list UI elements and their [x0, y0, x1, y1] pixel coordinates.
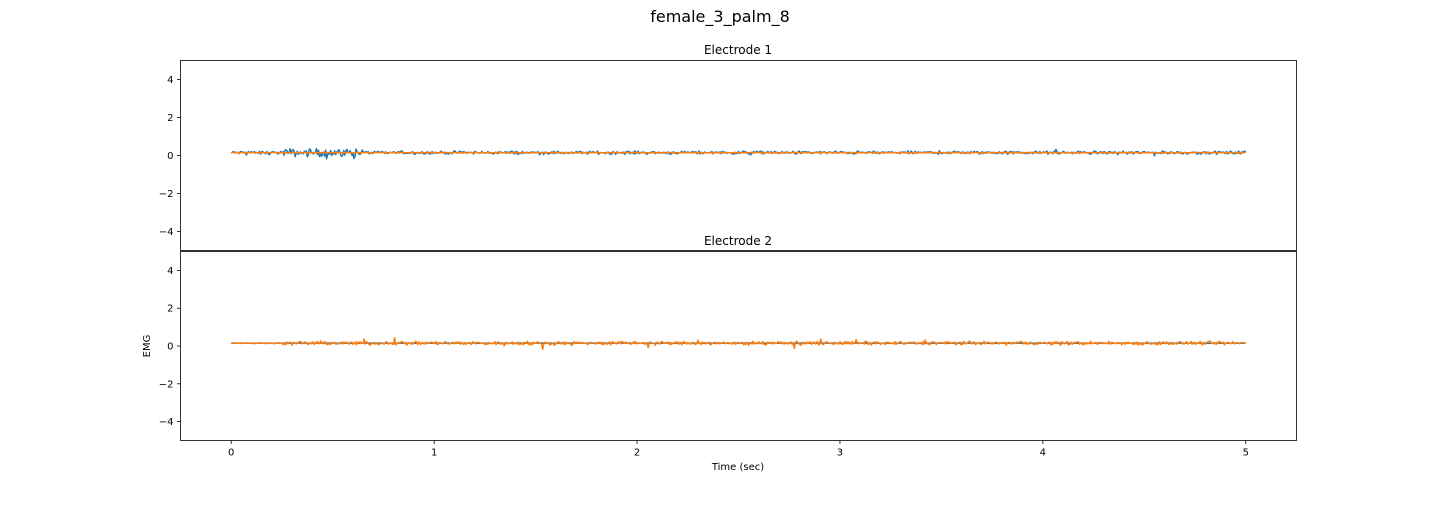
- y-tick-label: 2: [167, 113, 173, 124]
- x-axis-label: Time (sec): [711, 462, 764, 473]
- y-tick-label: 4: [167, 75, 173, 86]
- electrode-2-frame: [180, 251, 1297, 441]
- figure-suptitle: female_3_palm_8: [650, 7, 790, 27]
- x-tick-label: 2: [634, 448, 640, 459]
- y-tick-label: 0: [167, 342, 173, 353]
- x-tick-label: 5: [1243, 448, 1249, 459]
- y-axis-label: EMG: [142, 335, 153, 358]
- y-tick-label: −2: [159, 379, 174, 390]
- electrode-1-series-2-line: [231, 151, 1247, 154]
- x-tick-label: 4: [1040, 448, 1046, 459]
- electrode-2-panel: Electrode 2 4 2 0 −2 −4 0 1 2 3 4 5 Time (sec) EMG: [142, 234, 1297, 473]
- electrode-1-title: Electrode 1: [704, 43, 772, 57]
- y-tick-label: −4: [159, 417, 174, 428]
- x-tick-label: 3: [837, 448, 843, 459]
- y-tick-label: 4: [167, 266, 173, 277]
- x-tick-label: 1: [431, 448, 437, 459]
- y-tick-label: 0: [167, 151, 173, 162]
- electrode-1-panel: Electrode 1 4 2 0 −2 −4: [159, 43, 1297, 251]
- y-tick-label: −4: [159, 227, 174, 238]
- electrode-2-title: Electrode 2: [704, 234, 772, 248]
- electrode-1-frame: [180, 60, 1297, 251]
- y-tick-label: −2: [159, 189, 174, 200]
- y-tick-label: 2: [167, 304, 173, 315]
- x-tick-label: 0: [228, 448, 234, 459]
- electrode-2-series-2-line: [230, 336, 1246, 350]
